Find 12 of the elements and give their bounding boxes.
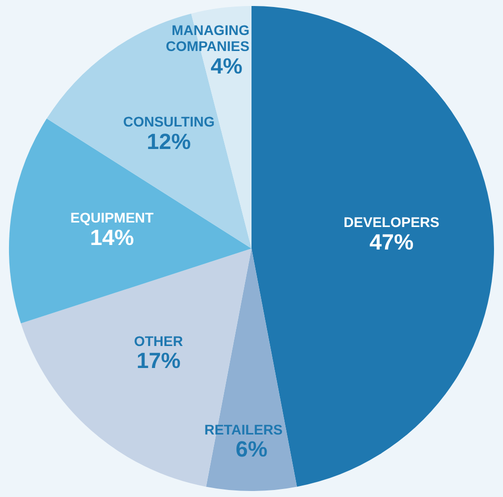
slice-label: CONSULTING [123, 114, 215, 130]
data-label: 47% [370, 229, 414, 254]
data-label: 6% [236, 436, 268, 462]
data-label: 4% [210, 53, 242, 78]
data-label: 17% [136, 348, 181, 374]
slice-label: RETAILERS [204, 421, 283, 438]
slice-label: OTHER [134, 332, 183, 349]
data-label: 14% [90, 224, 134, 250]
data-label: 12% [146, 128, 191, 154]
slice-label: EQUIPMENT [70, 210, 154, 226]
slice-label: MANAGING COMPANIES [166, 22, 250, 54]
slice-label: DEVELOPERS [344, 214, 440, 230]
